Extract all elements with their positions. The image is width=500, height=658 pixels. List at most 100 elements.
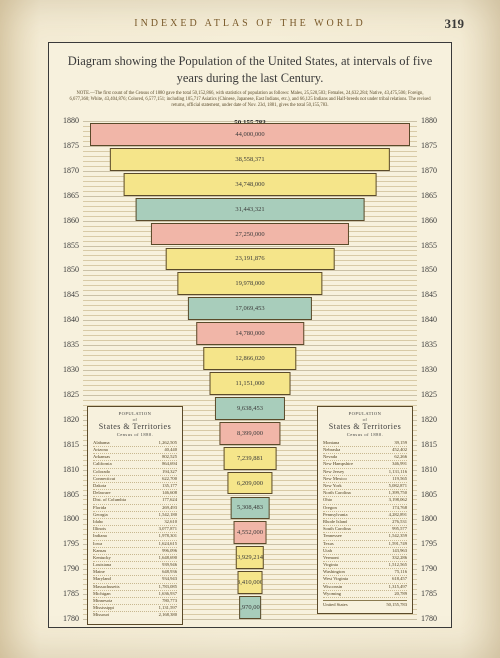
year-label: 1865 — [55, 191, 79, 200]
population-bar: 19,978,000 — [177, 272, 322, 295]
state-pop: 1,783,085 — [159, 584, 177, 590]
year-label: 1880 — [55, 116, 79, 125]
major-rule — [83, 270, 417, 271]
table-row: New Jersey1,131,116 — [323, 469, 407, 476]
table-head-4: Census of 1880. — [93, 432, 177, 438]
table-row: Dist. of Columbia177,624 — [93, 497, 177, 504]
state-pop: 995,577 — [392, 526, 407, 532]
state-pop: 1,978,301 — [159, 533, 177, 539]
state-pop: 3,198,062 — [389, 497, 407, 503]
table-row: Kansas996,096 — [93, 548, 177, 555]
bar-label: 3,410,000 — [238, 579, 263, 586]
year-label: 1780 — [421, 614, 445, 623]
population-bar: 9,638,453 — [215, 397, 285, 420]
major-rule — [83, 370, 417, 371]
state-pop: 1,262,505 — [159, 440, 177, 446]
state-name: New York — [323, 483, 342, 489]
year-label: 1875 — [421, 141, 445, 150]
population-bar: 2,970,000 — [239, 596, 261, 619]
state-name: Virginia — [323, 562, 338, 568]
year-label: 1820 — [421, 415, 445, 424]
population-bar: 44,000,000 — [90, 123, 410, 146]
bar-label: 23,191,876 — [235, 255, 264, 262]
state-name: Ohio — [323, 497, 332, 503]
population-bar: 4,552,000 — [234, 521, 267, 544]
state-pop: 135,177 — [162, 483, 177, 489]
state-pop: 39,159 — [394, 440, 407, 446]
table-row: Dakota135,177 — [93, 483, 177, 490]
year-label: 1800 — [55, 514, 79, 523]
state-pop: 802,525 — [162, 454, 177, 460]
state-name: Maine — [93, 569, 105, 575]
state-pop: 1,131,597 — [159, 605, 177, 611]
major-rule — [83, 295, 417, 296]
table-row: Louisiana939,946 — [93, 562, 177, 569]
table-heading: POPULATIONofStates & TerritoriesCensus o… — [323, 411, 407, 438]
table-row: Wisconsin1,315,497 — [323, 584, 407, 591]
table-row: Maine648,936 — [93, 569, 177, 576]
table-row: Colorado194,327 — [93, 469, 177, 476]
table-row: Massachusetts 1,783,085 — [93, 584, 177, 591]
major-rule — [83, 196, 417, 197]
table-row: Pennsylvania4,282,891 — [323, 512, 407, 519]
year-label: 1865 — [421, 191, 445, 200]
year-label: 1830 — [421, 365, 445, 374]
year-label: 1870 — [421, 166, 445, 175]
state-name: Nebraska — [323, 447, 340, 453]
bar-label: 27,250,000 — [235, 231, 264, 238]
state-name: North Carolina — [323, 490, 351, 496]
population-bar: 31,443,321 — [136, 198, 365, 221]
year-label: 1845 — [55, 290, 79, 299]
major-rule — [83, 320, 417, 321]
state-pop: 1,591,749 — [389, 541, 407, 547]
state-name: Utah — [323, 548, 332, 554]
state-name: Minnesota — [93, 598, 112, 604]
state-pop: 194,327 — [162, 469, 177, 475]
state-pop: 174,768 — [392, 505, 407, 511]
table-heading: POPULATIONofStates & TerritoriesCensus o… — [93, 411, 177, 438]
state-name: Washington — [323, 569, 345, 575]
bar-label: 19,978,000 — [235, 280, 264, 287]
plate-frame: Diagram showing the Population of the Un… — [48, 42, 452, 628]
state-name: Connecticut — [93, 476, 115, 482]
year-label: 1805 — [55, 490, 79, 499]
table-head-3: States & Territories — [93, 422, 177, 432]
state-name: Delaware — [93, 490, 111, 496]
state-pop: 780,773 — [162, 598, 177, 604]
state-name: New Jersey — [323, 469, 344, 475]
year-label: 1790 — [421, 564, 445, 573]
bar-label: 9,638,453 — [237, 405, 263, 412]
state-name: Nevada — [323, 454, 337, 460]
state-pop: 276,531 — [392, 519, 407, 525]
chart-area: 1880188018751875187018701865186518601860… — [83, 121, 417, 619]
table-row: Tennessee1,542,359 — [323, 533, 407, 540]
state-pop: 62,266 — [394, 454, 407, 460]
state-name: Wisconsin — [323, 584, 342, 590]
year-label: 1875 — [55, 141, 79, 150]
state-pop: 3,077,871 — [159, 526, 177, 532]
year-label: 1795 — [421, 539, 445, 548]
bar-label: 34,748,000 — [235, 181, 264, 188]
state-pop: 1,636,937 — [159, 591, 177, 597]
major-rule — [83, 246, 417, 247]
state-pop: 1,648,690 — [159, 555, 177, 561]
state-name: Massachusetts — [93, 584, 120, 590]
table-row: Illinois3,077,871 — [93, 526, 177, 533]
population-bar: 3,929,214 — [236, 546, 264, 569]
state-name: Montana — [323, 440, 339, 446]
state-pop: 622,700 — [162, 476, 177, 482]
state-name: Florida — [93, 505, 106, 511]
bar-label: 38,558,371 — [235, 156, 264, 163]
table-head-3: States & Territories — [323, 422, 407, 432]
bar-label: 31,443,321 — [235, 206, 264, 213]
table-row: West Virginia618,457 — [323, 576, 407, 583]
table-row: Michigan1,636,937 — [93, 591, 177, 598]
population-bar: 6,209,000 — [227, 472, 272, 495]
population-bar: 5,308,483 — [231, 497, 270, 520]
state-name: Louisiana — [93, 562, 111, 568]
bar-label: 12,866,020 — [235, 355, 264, 362]
table-row: Utah143,963 — [323, 548, 407, 555]
table-row: Minnesota 780,773 — [93, 598, 177, 605]
state-pop: 346,991 — [392, 461, 407, 467]
table-total-row: United States50,155,783 — [323, 600, 407, 608]
